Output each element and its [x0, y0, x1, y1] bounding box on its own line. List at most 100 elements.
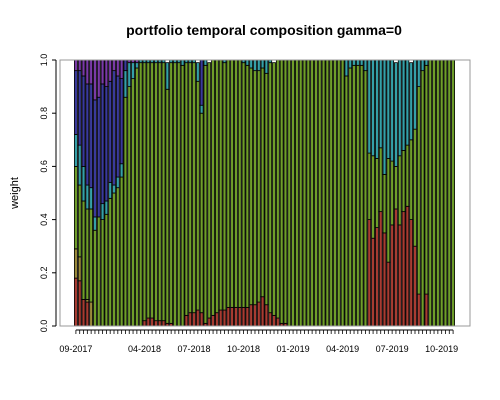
bar-segment-22-2	[157, 62, 162, 322]
bar-segment-78-0	[371, 237, 375, 327]
y-tick-label-1: 0.2	[39, 267, 49, 280]
bar-segment-1-1	[77, 256, 82, 282]
bar-segment-86-0	[401, 211, 406, 327]
bar-segment-10-2	[112, 192, 116, 327]
bar-segment-4-4	[89, 83, 94, 189]
bar-segment-77-0	[367, 219, 372, 327]
bar-segment-2-0	[81, 298, 86, 327]
bar-segment-0-0	[74, 277, 78, 327]
bar-segment-16-2	[134, 67, 139, 327]
bar-segment-42-0	[234, 306, 238, 327]
bar-segment-48-0	[256, 301, 261, 327]
bar-segment-51-0	[268, 312, 273, 327]
bar-segment-3-3	[85, 184, 90, 210]
bar-segment-0-4	[74, 70, 78, 135]
bar-segment-53-2	[275, 59, 280, 319]
bar-segment-31-0	[192, 312, 196, 327]
bar-segment-6-5	[96, 59, 101, 98]
bar-segment-11-4	[115, 75, 120, 178]
bar-segment-91-2	[420, 70, 425, 327]
bar-segment-93-2	[428, 59, 433, 327]
bar-segment-28-2	[180, 64, 185, 327]
bar-segment-88-0	[409, 219, 414, 327]
bar-segment-92-2	[424, 64, 429, 295]
bar-segment-87-0	[405, 205, 410, 327]
bar-segment-19-2	[146, 62, 151, 319]
bar-segment-83-0	[390, 224, 395, 327]
bar-segment-46-0	[249, 304, 254, 327]
bar-segment-27-2	[176, 62, 181, 327]
bar-segment-24-3	[165, 62, 170, 90]
bar-segment-59-2	[298, 59, 303, 327]
bar-segment-23-0	[161, 320, 166, 327]
bar-segment-47-0	[253, 304, 257, 327]
bar-segment-82-2	[386, 158, 391, 263]
bar-segment-1-2	[77, 184, 82, 258]
bar-segment-25-2	[169, 62, 174, 324]
bar-segment-39-0	[222, 309, 227, 327]
bar-segment-13-3	[123, 70, 128, 98]
bar-segment-8-2	[104, 213, 109, 327]
bar-segment-2-4	[81, 75, 86, 167]
bar-segment-87-3	[405, 59, 410, 146]
bar-segment-86-2	[401, 150, 406, 213]
bar-segment-45-2	[245, 64, 250, 308]
bar-segment-83-3	[390, 59, 395, 162]
bar-segment-64-2	[317, 59, 322, 327]
bar-segment-49-2	[260, 67, 265, 298]
bar-segment-12-5	[119, 59, 124, 80]
y-tick-label-0: 0.0	[39, 320, 49, 333]
bar-segment-0-1	[74, 248, 78, 279]
bar-segment-80-2	[378, 147, 383, 213]
bar-segment-3-4	[85, 83, 90, 186]
bar-segment-6-2	[96, 216, 101, 327]
bar-segment-88-3	[409, 62, 414, 141]
bar-segment-2-5	[81, 59, 86, 77]
bar-segment-0-3	[74, 134, 78, 167]
x-tick-label-7: 10-2019	[425, 344, 458, 354]
bar-segment-36-0	[211, 314, 215, 327]
x-tick-label-2: 07-2018	[177, 344, 210, 354]
bar-segment-43-2	[237, 59, 242, 308]
bar-segment-26-2	[173, 62, 177, 327]
bar-segment-76-2	[363, 70, 368, 327]
bar-segment-16-3	[134, 62, 139, 69]
bar-segment-18-0	[142, 320, 147, 327]
bar-segment-89-3	[413, 59, 417, 130]
x-tick-label-0: 09-2017	[59, 344, 92, 354]
bar-segment-24-2	[165, 88, 170, 324]
bar-segment-51-2	[268, 62, 273, 314]
bar-segment-40-2	[226, 59, 231, 308]
bar-segment-80-3	[378, 59, 383, 149]
bar-segment-36-2	[211, 59, 215, 316]
bar-segment-8-4	[104, 86, 109, 202]
bar-segment-48-3	[256, 59, 261, 72]
bar-segment-61-2	[306, 59, 311, 327]
bar-segment-78-2	[371, 155, 375, 239]
bar-segment-89-0	[413, 245, 417, 327]
y-tick-label-4: 0.8	[39, 107, 49, 120]
chart-title: portfolio temporal composition gamma=0	[126, 22, 402, 38]
y-tick-label-5: 1.0	[39, 54, 49, 67]
bar-segment-90-2	[416, 86, 421, 295]
bar-segment-34-3	[203, 59, 208, 66]
bar-segment-85-0	[397, 224, 402, 327]
bar-segment-76-3	[363, 59, 368, 72]
bar-segment-1-0	[77, 280, 82, 327]
bar-segment-8-3	[104, 200, 109, 215]
bar-segment-41-2	[230, 59, 235, 308]
bar-segment-88-2	[409, 139, 414, 221]
bar-segment-30-0	[188, 312, 193, 327]
bar-segment-38-0	[218, 309, 223, 327]
bar-segment-3-5	[85, 59, 90, 85]
bar-segment-38-2	[218, 59, 223, 311]
bar-segment-42-2	[234, 59, 238, 308]
bar-segment-75-2	[359, 64, 364, 327]
bar-segment-47-3	[253, 59, 257, 72]
bar-segment-53-0	[275, 317, 280, 327]
bar-segment-12-2	[119, 176, 124, 327]
bar-segment-91-3	[420, 59, 425, 72]
bar-segment-31-2	[192, 62, 196, 314]
bar-segment-81-3	[382, 59, 387, 175]
bar-segment-33-2	[199, 112, 204, 314]
